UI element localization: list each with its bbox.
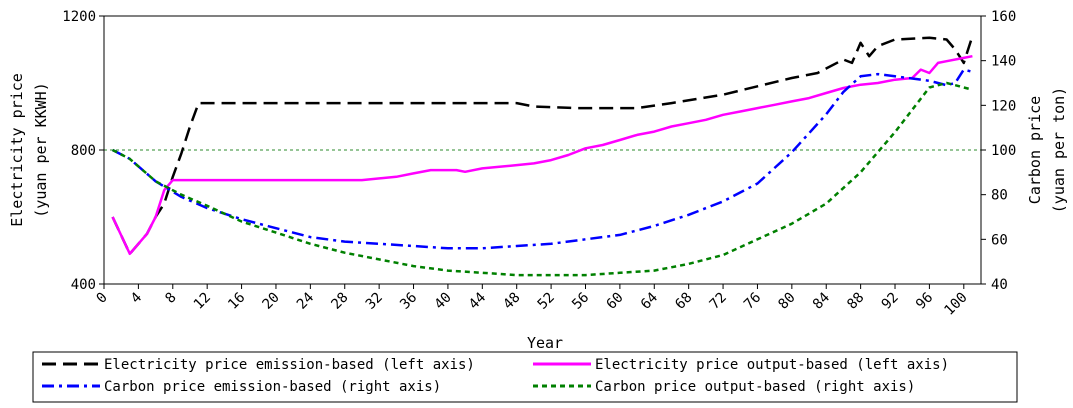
- x-tick-label: 80: [775, 290, 798, 313]
- y-right-tick-label: 40: [991, 277, 1008, 293]
- x-tick-label: 52: [535, 290, 558, 313]
- legend-label-2: Electricity price output-based (left axi…: [595, 357, 949, 373]
- x-tick-label: 28: [328, 290, 351, 313]
- x-tick-label: 100: [941, 290, 970, 319]
- x-tick-label: 40: [432, 290, 455, 313]
- legend-label-3: Carbon price emission-based (right axis): [104, 379, 441, 395]
- x-tick-label: 88: [844, 290, 867, 313]
- y-axis-right-label: Carbon price (yuan per ton): [1026, 87, 1068, 213]
- gridlines: [104, 16, 981, 150]
- y-axis-right-label-line2: (yuan per ton): [1050, 87, 1068, 213]
- y-axis-left-label-line2: (yuan per KKWH): [32, 82, 50, 217]
- x-tick-label: 92: [879, 290, 902, 313]
- legend-label-1: Electricity price emission-based (left a…: [104, 357, 475, 373]
- y-right-tick-label: 60: [991, 232, 1008, 248]
- x-tick-label: 72: [707, 290, 730, 313]
- y-right-tick-label: 140: [991, 54, 1016, 70]
- x-tick-label: 36: [397, 290, 420, 313]
- x-tick-label: 48: [500, 290, 523, 313]
- x-tick-label: 16: [225, 290, 248, 313]
- x-tick-label: 60: [603, 290, 626, 313]
- y-axis-left-label: Electricity price (yuan per KKWH): [8, 73, 50, 227]
- x-tick-label: 44: [466, 290, 489, 313]
- series-line-2: [113, 56, 973, 254]
- x-tick-label: 32: [363, 290, 386, 313]
- y-right-tick-label: 120: [991, 98, 1016, 114]
- x-tick-label: 76: [741, 290, 764, 313]
- x-tick-label: 8: [162, 290, 179, 307]
- x-tick-label: 96: [913, 290, 936, 313]
- y-left-tick-label: 1200: [62, 9, 96, 25]
- x-tick-label: 20: [260, 290, 283, 313]
- x-tick-label: 12: [191, 290, 214, 313]
- x-tick-label: 64: [638, 290, 661, 313]
- x-tick-label: 84: [810, 290, 833, 313]
- y-left-tick-label: 800: [71, 143, 96, 159]
- y-right-tick-label: 100: [991, 143, 1016, 159]
- y-axis-right-label-line1: Carbon price: [1026, 96, 1044, 204]
- x-tick-label: 68: [672, 290, 695, 313]
- x-tick-label: 4: [128, 290, 145, 307]
- y-axis-left-label-line1: Electricity price: [8, 73, 26, 227]
- x-axis-label: Year: [527, 334, 563, 352]
- series-layer: [113, 36, 973, 275]
- y-right-tick-label: 80: [991, 188, 1008, 204]
- x-tick-label: 24: [294, 290, 317, 313]
- x-tick-label: 0: [94, 290, 111, 307]
- y-left-tick-label: 400: [71, 277, 96, 293]
- legend-label-4: Carbon price output-based (right axis): [595, 379, 915, 395]
- x-tick-label: 56: [569, 290, 592, 313]
- y-right-tick-label: 160: [991, 9, 1016, 25]
